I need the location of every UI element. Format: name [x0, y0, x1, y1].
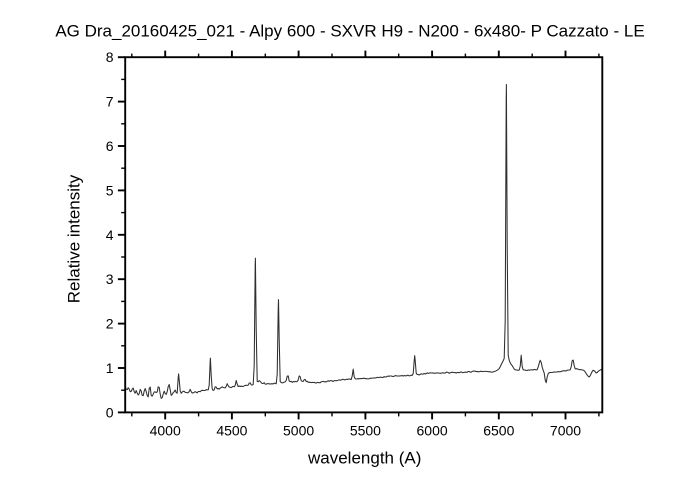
svg-text:4: 4	[106, 227, 114, 243]
svg-text:3: 3	[106, 271, 114, 287]
svg-text:Relative intensity: Relative intensity	[65, 174, 84, 303]
svg-text:5: 5	[106, 182, 114, 198]
svg-text:1: 1	[106, 360, 114, 376]
svg-text:4500: 4500	[216, 423, 247, 439]
svg-text:AG Dra_20160425_021 - Alpy 600: AG Dra_20160425_021 - Alpy 600 - SXVR H9…	[55, 22, 644, 41]
svg-text:6000: 6000	[417, 423, 448, 439]
svg-text:6500: 6500	[483, 423, 514, 439]
svg-text:7000: 7000	[550, 423, 581, 439]
svg-text:4000: 4000	[150, 423, 181, 439]
svg-text:2: 2	[106, 316, 114, 332]
svg-text:5000: 5000	[283, 423, 314, 439]
svg-text:wavelength (A): wavelength (A)	[307, 448, 421, 467]
svg-text:6: 6	[106, 138, 114, 154]
svg-text:8: 8	[106, 49, 114, 65]
svg-text:0: 0	[106, 404, 114, 420]
svg-text:7: 7	[106, 94, 114, 110]
svg-text:5500: 5500	[350, 423, 381, 439]
